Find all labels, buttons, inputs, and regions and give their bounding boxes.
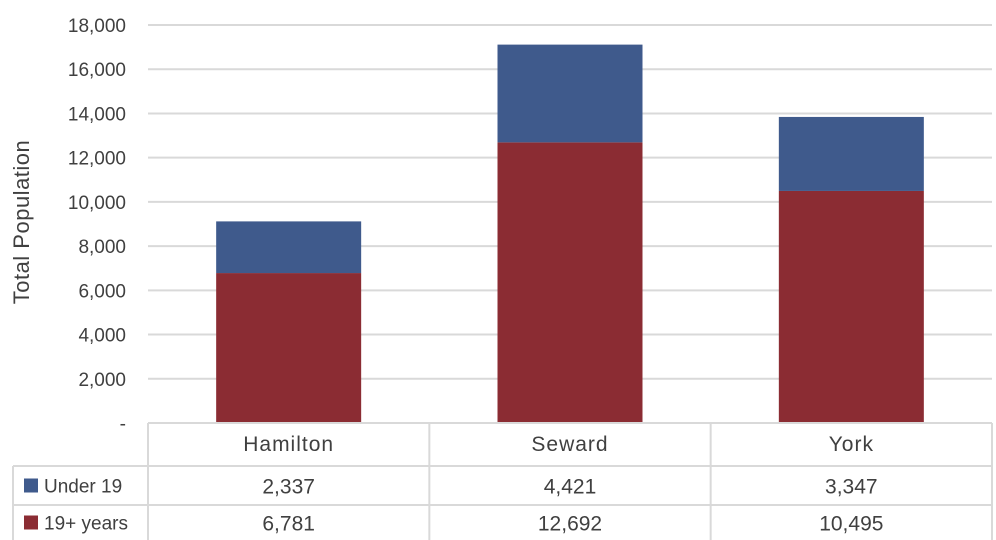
y-tick-label: 2,000 [78,370,126,391]
legend-label: 19+ years [44,514,128,535]
legend-label: Under 19 [44,477,122,498]
bar-19-years-seward [497,142,643,423]
y-tick-label: 16,000 [68,60,126,81]
table-cell: 4,421 [544,476,597,499]
y-tick-label: 4,000 [78,326,126,347]
x-category-label: Hamilton [243,433,334,456]
y-axis-ticks: - 2,000 4,000 6,000 8,000 10,000 12,000 14,000 1… [68,16,126,435]
x-category-label: Seward [531,433,608,456]
y-tick-label: 6,000 [78,281,126,302]
y-tick-label: 12,000 [68,149,126,170]
x-category-label: York [829,433,874,456]
table-cell: 10,495 [819,513,883,536]
y-tick-label: 14,000 [68,104,126,125]
table-cell: 2,337 [262,476,315,499]
bars [216,44,924,423]
y-tick-label: 18,000 [68,16,126,37]
data-table: Hamilton Seward York Under 19 2,337 4,421 3,34… [12,422,993,540]
y-tick-label: 8,000 [78,237,126,258]
bar-under-19-york [778,116,924,191]
legend-swatch [24,478,38,493]
y-axis-label: Total Population [9,140,34,305]
bar-19-years-hamilton [216,273,362,423]
table-cell: 3,347 [825,476,878,499]
table-cell: 12,692 [538,513,602,536]
table-cell: 6,781 [262,513,315,536]
bar-19-years-york [778,190,924,423]
y-tick-label: - [120,414,126,435]
bar-under-19-hamilton [216,221,362,274]
bar-under-19-seward [497,44,643,143]
y-tick-label: 10,000 [68,193,126,214]
legend-swatch [24,515,38,530]
